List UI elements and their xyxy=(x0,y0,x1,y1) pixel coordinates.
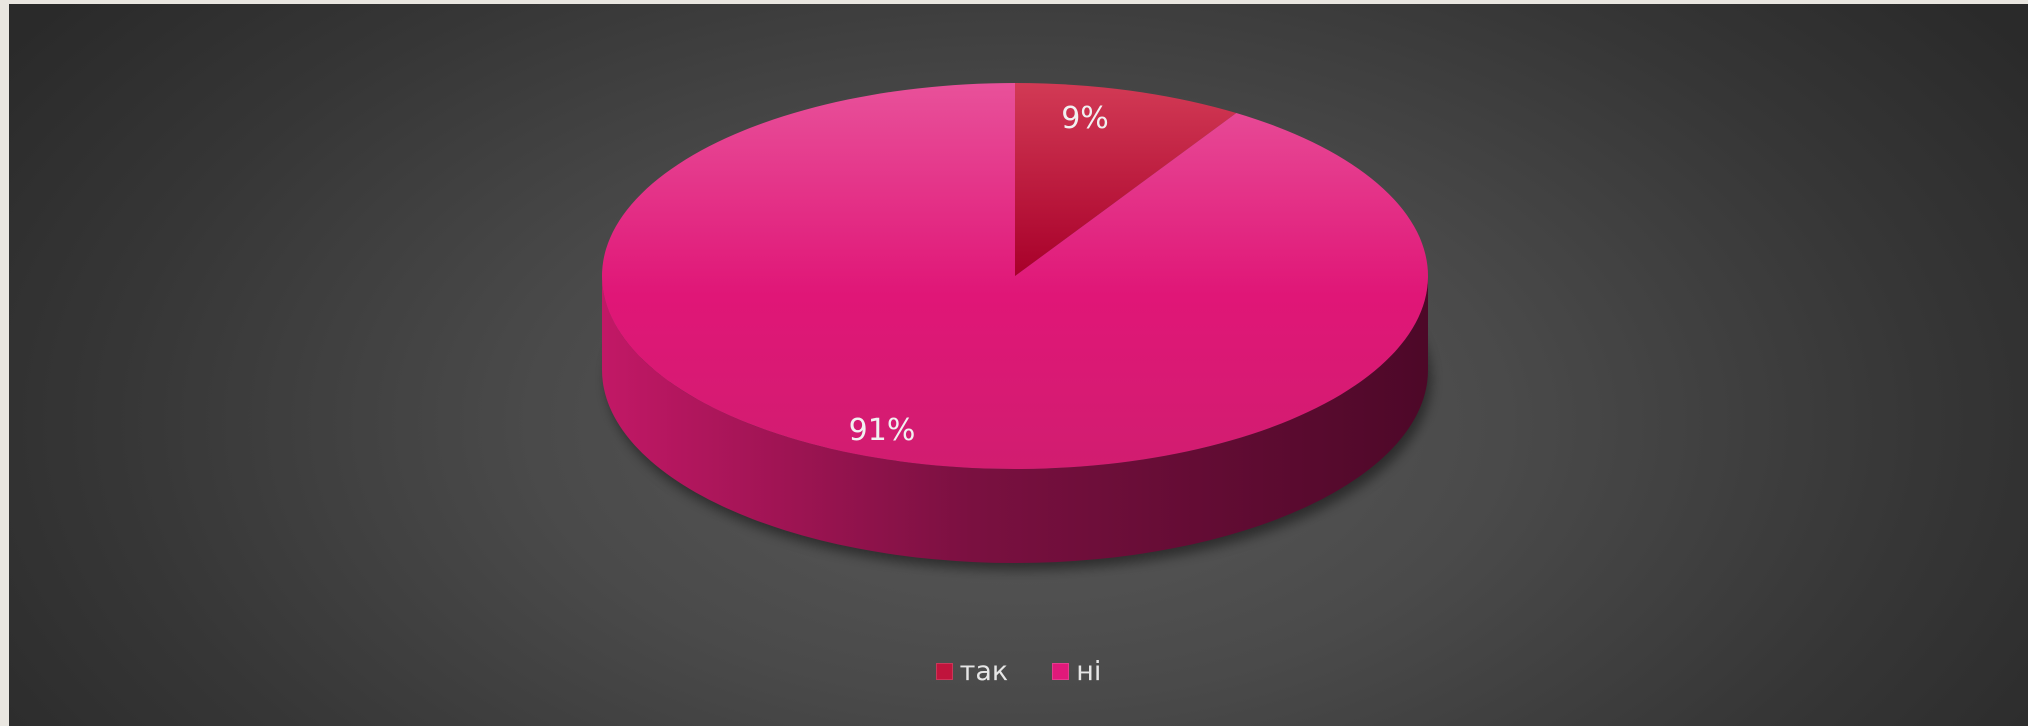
legend-item-ni: ні xyxy=(1052,656,1101,687)
pie-label-ni: 91% xyxy=(849,413,916,448)
legend-item-tak: так xyxy=(935,656,1009,687)
legend-label-tak: так xyxy=(959,656,1009,687)
legend-swatch-tak xyxy=(935,663,953,680)
legend-swatch-ni xyxy=(1052,663,1070,680)
legend-label-ni: ні xyxy=(1076,656,1102,687)
legend: так ні xyxy=(9,656,2028,687)
chart-slide: 9% 91% так ні xyxy=(9,4,2028,726)
pie-label-tak: 9% xyxy=(1061,101,1109,136)
pie-chart: 9% 91% xyxy=(602,83,1431,570)
pie-side-wall xyxy=(602,276,1428,563)
pie-slice-ni xyxy=(602,83,1428,470)
pie-slice-tak xyxy=(1015,83,1237,276)
